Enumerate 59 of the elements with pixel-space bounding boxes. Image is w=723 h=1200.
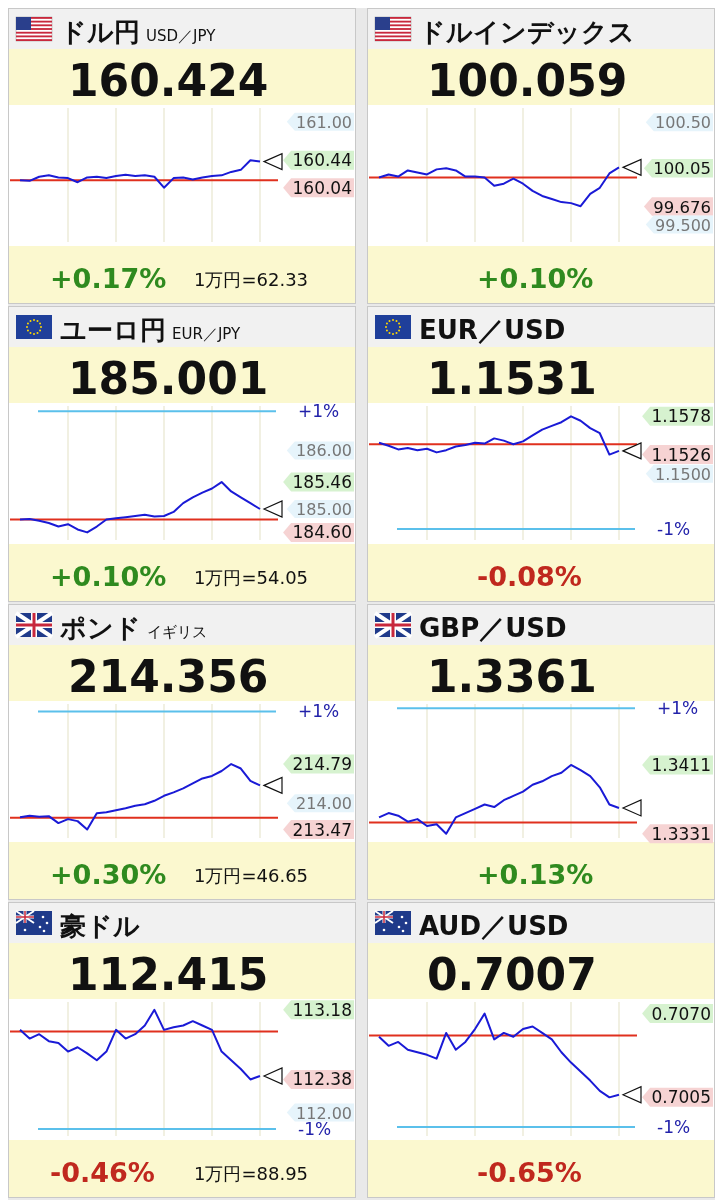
text: +1%	[298, 701, 340, 722]
chart-subtitle: EUR／JPY	[172, 325, 242, 343]
chart-title: AUD／USD	[419, 911, 569, 941]
text: -0.65%	[477, 1157, 582, 1188]
chart-title: EUR／USD	[419, 315, 566, 345]
text: 112.415	[68, 949, 269, 1000]
text: +0.30%	[50, 859, 167, 890]
chart-title: ドル円	[60, 17, 140, 47]
text: 100.059	[427, 55, 628, 106]
y-tick-label: 185.00	[296, 499, 352, 519]
y-tick-label: 1.3331	[651, 823, 711, 844]
text: 1万円=88.95	[194, 1163, 309, 1184]
y-tick-label: 160.04	[292, 177, 352, 198]
text: 214.356	[68, 651, 269, 702]
chart-title: ポンド	[60, 613, 141, 643]
y-tick-label: 213.47	[292, 819, 352, 840]
y-tick-label: 214.79	[292, 754, 352, 775]
text: 1万円=46.65	[194, 865, 309, 886]
text: 1.3361	[427, 651, 597, 702]
y-tick-label: 160.44	[292, 150, 352, 171]
y-tick-label: 184.60	[292, 522, 352, 543]
text: -0.08%	[477, 561, 582, 592]
text: 160.424	[68, 55, 269, 106]
text: 1万円=54.05	[194, 567, 309, 588]
text: 1万円=62.33	[194, 269, 309, 290]
y-tick-label: 99.500	[655, 215, 711, 235]
y-tick-label: 1.1578	[651, 406, 711, 427]
y-tick-label: 1.1500	[655, 464, 711, 484]
y-tick-label: 113.18	[292, 999, 352, 1020]
text: +0.13%	[477, 859, 594, 890]
text: +0.10%	[477, 263, 594, 294]
text: 0.7007	[427, 949, 597, 1000]
text: -0.46%	[50, 1157, 155, 1188]
chart-title: ドルインデックス	[419, 17, 635, 47]
chart-subtitle: イギリス	[147, 623, 207, 641]
y-tick-label: 100.50	[655, 113, 711, 133]
y-tick-label: 161.00	[296, 112, 352, 132]
chart-title: GBP／USD	[419, 613, 567, 643]
text: -1%	[657, 518, 691, 539]
chart-title: ユーロ円	[60, 315, 166, 345]
chart-subtitle: USD／JPY	[146, 27, 217, 45]
y-tick-label: 214.00	[296, 794, 352, 814]
y-tick-label: 100.05	[653, 159, 711, 179]
y-tick-label: 186.00	[296, 441, 352, 461]
text: 1.1531	[427, 353, 597, 404]
text: -1%	[657, 1116, 691, 1137]
text: +0.17%	[50, 263, 167, 294]
text: +1%	[657, 698, 699, 719]
y-tick-label: 1.3411	[651, 754, 711, 775]
y-tick-label: 1.1526	[651, 444, 711, 465]
y-tick-label: 0.7005	[651, 1087, 711, 1108]
text: +0.10%	[50, 561, 167, 592]
chart-title: 豪ドル	[60, 911, 140, 941]
text: 185.001	[68, 353, 269, 404]
text: +1%	[298, 401, 340, 422]
y-tick-label: 112.38	[292, 1069, 352, 1090]
y-tick-label: 0.7070	[651, 1003, 711, 1024]
y-tick-label: 99.676	[653, 197, 711, 217]
y-tick-label: 185.46	[292, 472, 352, 493]
